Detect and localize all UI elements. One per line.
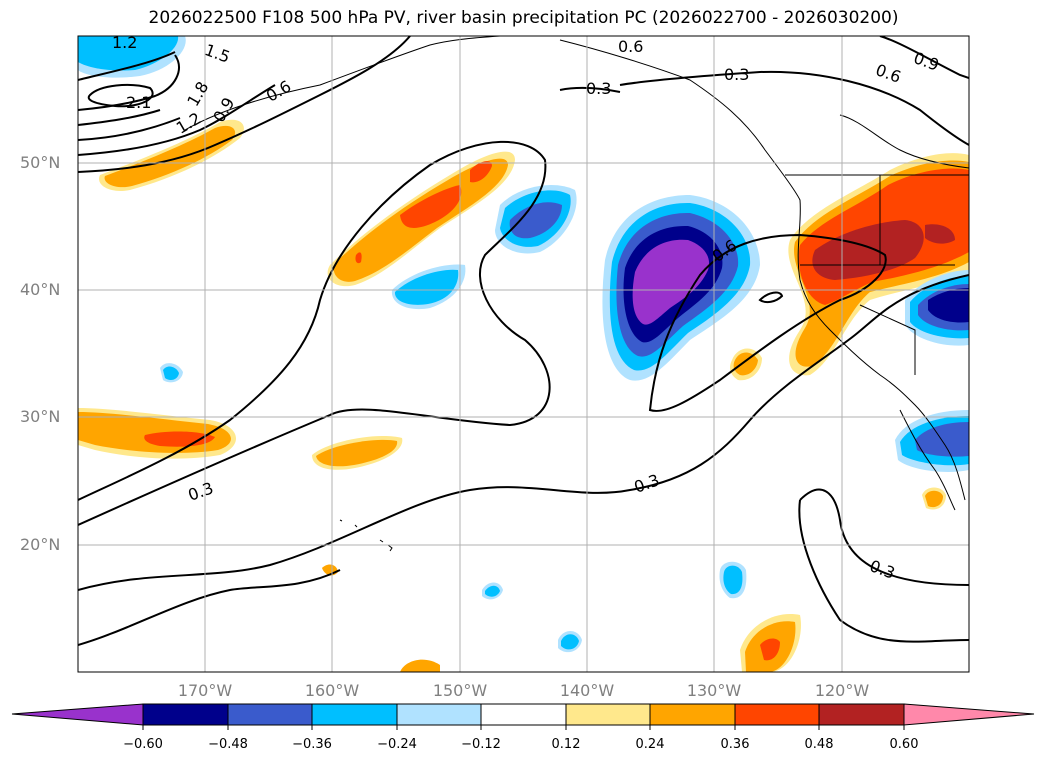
shading-negative-small-west bbox=[160, 363, 183, 383]
colorbar-tick-label: −0.12 bbox=[461, 737, 501, 752]
colorbar-tick-label: 0.36 bbox=[720, 737, 750, 752]
lat-label: 40°N bbox=[20, 280, 61, 299]
colorbar bbox=[11, 703, 1035, 730]
shading-negative-topleft bbox=[78, 36, 186, 78]
shading-positive-central-27n bbox=[312, 435, 403, 470]
lon-label: 120°W bbox=[814, 681, 870, 700]
colorbar-tick-label: 0.12 bbox=[551, 737, 581, 752]
map-area: 1.2 1.5 2.1 1.8 1.2 0.9 0.6 0.6 0.3 0.3 … bbox=[78, 33, 969, 672]
shading-negative-east-40n bbox=[905, 270, 969, 346]
shading-positive-east bbox=[788, 153, 969, 376]
contour-label: 0.3 bbox=[724, 65, 749, 84]
lon-label: 140°W bbox=[559, 681, 615, 700]
shading-positive-northwest bbox=[99, 119, 244, 191]
colorbar-tick-label: 0.48 bbox=[804, 737, 834, 752]
colorbar-tick-label: −0.60 bbox=[123, 737, 163, 752]
map-frame bbox=[77, 35, 970, 673]
shading-negative-east-28n bbox=[895, 410, 969, 472]
shading-small-south bbox=[322, 561, 801, 672]
shading-positive-central-north bbox=[327, 151, 515, 287]
lon-label: 170°W bbox=[177, 681, 233, 700]
lat-label: 50°N bbox=[20, 153, 61, 172]
colorbar-tick-label: −0.24 bbox=[377, 737, 417, 752]
lon-label: 150°W bbox=[432, 681, 488, 700]
shading-negative-near-40n bbox=[391, 264, 466, 310]
lon-label: 160°W bbox=[304, 681, 360, 700]
colorbar-tick-label: −0.36 bbox=[292, 737, 332, 752]
lat-label: 20°N bbox=[20, 535, 61, 554]
shading-positive-small-offshore bbox=[730, 348, 762, 381]
contour-label: 1.2 bbox=[112, 33, 137, 52]
shading-positive-east-24n bbox=[922, 487, 946, 510]
pv-contours bbox=[78, 36, 969, 646]
map-title: 2026022500 F108 500 hPa PV, river basin … bbox=[148, 8, 899, 28]
graticule bbox=[78, 36, 969, 672]
lat-label: 30°N bbox=[20, 407, 61, 426]
colorbar-tick-label: −0.48 bbox=[208, 737, 248, 752]
contour-label: 0.3 bbox=[586, 79, 611, 98]
shading-negative-central-small bbox=[495, 185, 577, 254]
colorbar-tick-label: 0.24 bbox=[635, 737, 665, 752]
lon-label: 130°W bbox=[686, 681, 742, 700]
shading-negative-large-center bbox=[602, 195, 760, 381]
contour-label: 2.1 bbox=[126, 93, 151, 112]
colorbar-tick-label: 0.60 bbox=[889, 737, 919, 752]
contour-label: 0.6 bbox=[618, 37, 643, 56]
